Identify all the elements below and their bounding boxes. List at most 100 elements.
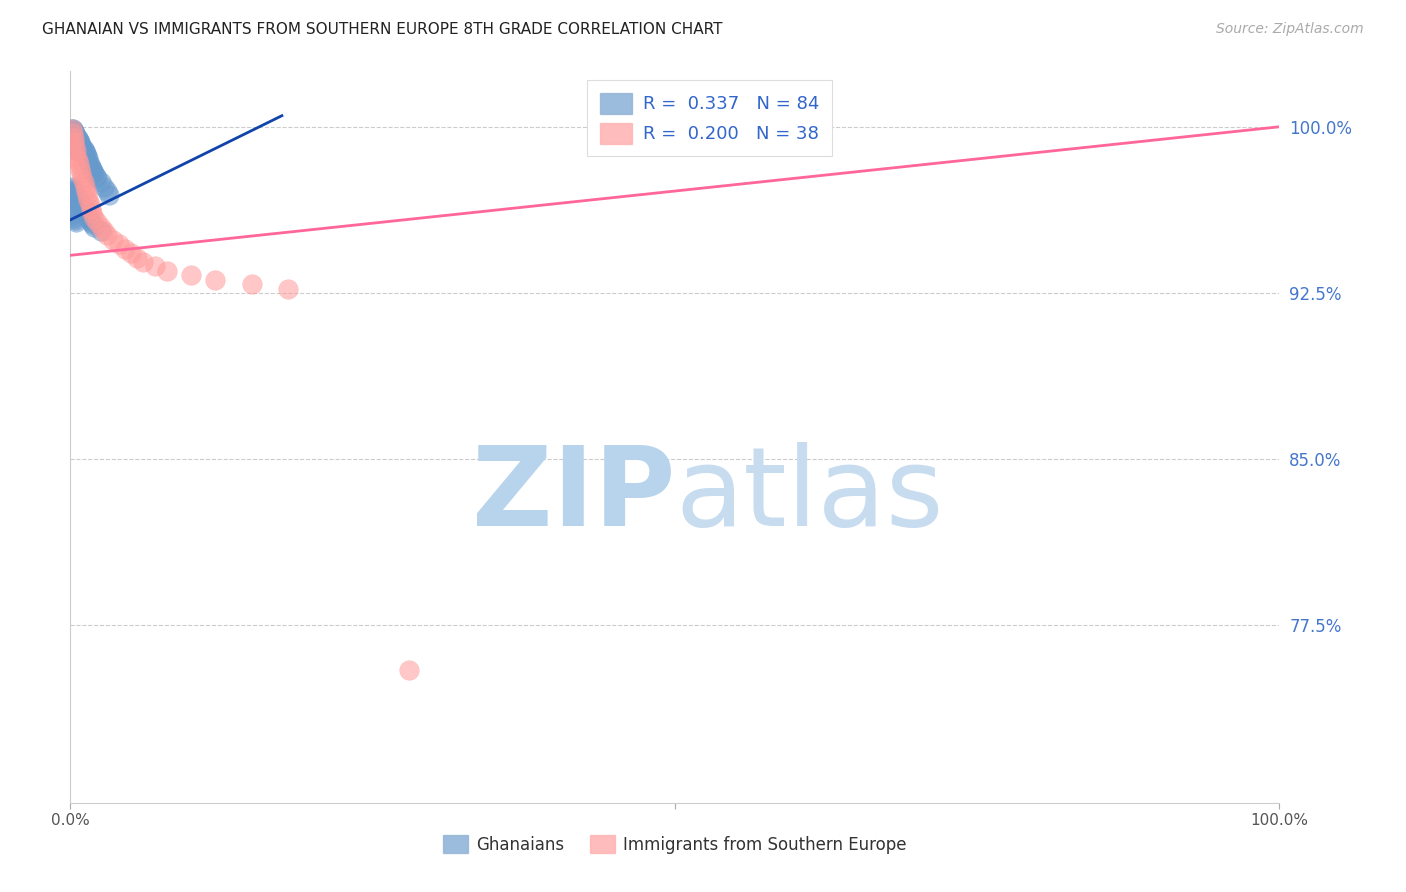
Point — [77, 151, 100, 165]
Point — [62, 122, 84, 136]
Point — [63, 188, 86, 202]
Point — [76, 188, 98, 202]
Point — [62, 186, 84, 201]
Point — [70, 197, 93, 211]
Point — [63, 128, 86, 143]
Point — [72, 146, 94, 161]
Point — [73, 144, 96, 158]
Point — [69, 136, 91, 150]
Point — [60, 122, 83, 136]
Point — [65, 148, 87, 162]
Point — [73, 179, 96, 194]
Point — [114, 242, 136, 256]
Point — [96, 184, 118, 198]
Point — [80, 217, 103, 231]
Point — [65, 137, 87, 152]
Point — [93, 179, 115, 194]
Point — [72, 139, 94, 153]
Text: ZIP: ZIP — [471, 442, 675, 549]
Point — [60, 184, 83, 198]
Point — [65, 144, 87, 158]
Point — [101, 233, 124, 247]
Point — [79, 197, 101, 211]
Point — [80, 160, 103, 174]
Point — [63, 131, 86, 145]
Point — [73, 204, 96, 219]
Point — [72, 200, 94, 214]
Point — [180, 268, 202, 283]
Point — [67, 142, 90, 156]
Point — [63, 137, 86, 152]
Point — [72, 144, 94, 158]
Point — [77, 211, 100, 225]
Point — [62, 131, 84, 145]
Point — [66, 195, 89, 210]
Point — [67, 193, 90, 207]
Point — [63, 186, 86, 201]
Point — [90, 224, 111, 238]
Point — [79, 157, 101, 171]
Point — [62, 182, 84, 196]
Point — [60, 206, 83, 220]
Point — [204, 273, 226, 287]
Point — [63, 136, 86, 150]
Point — [83, 219, 105, 234]
Text: Source: ZipAtlas.com: Source: ZipAtlas.com — [1216, 22, 1364, 37]
Point — [66, 153, 89, 167]
Point — [72, 170, 94, 185]
Point — [132, 255, 155, 269]
Point — [62, 209, 84, 223]
Point — [60, 179, 83, 194]
Point — [63, 139, 86, 153]
Point — [277, 282, 299, 296]
Point — [66, 139, 89, 153]
Point — [83, 211, 105, 225]
Text: atlas: atlas — [675, 442, 943, 549]
Point — [79, 212, 101, 227]
Point — [63, 127, 86, 141]
Point — [63, 139, 86, 153]
Point — [67, 157, 90, 171]
Point — [69, 195, 91, 210]
Point — [65, 193, 87, 207]
Point — [93, 224, 115, 238]
Point — [62, 136, 84, 150]
Point — [63, 136, 86, 150]
Point — [65, 133, 87, 147]
Point — [72, 142, 94, 156]
Point — [143, 260, 166, 274]
Point — [62, 127, 84, 141]
Point — [63, 212, 86, 227]
Point — [98, 188, 121, 202]
Point — [67, 137, 90, 152]
Point — [120, 246, 142, 260]
Point — [60, 127, 83, 141]
Point — [62, 127, 84, 141]
Point — [63, 191, 86, 205]
Point — [69, 139, 91, 153]
Point — [60, 131, 83, 145]
Point — [82, 164, 104, 178]
Point — [96, 228, 118, 243]
Point — [76, 209, 98, 223]
Point — [77, 193, 100, 207]
Point — [125, 251, 148, 265]
Point — [69, 144, 91, 158]
Point — [80, 202, 103, 216]
Point — [66, 191, 89, 205]
Point — [65, 215, 87, 229]
Point — [62, 139, 84, 153]
Point — [76, 148, 98, 162]
Point — [84, 169, 107, 183]
Point — [63, 133, 86, 147]
Point — [70, 142, 93, 156]
Point — [398, 663, 420, 677]
Point — [107, 237, 129, 252]
Point — [86, 170, 108, 185]
Point — [156, 264, 179, 278]
Point — [80, 215, 103, 229]
Point — [65, 188, 87, 202]
Text: GHANAIAN VS IMMIGRANTS FROM SOUTHERN EUROPE 8TH GRADE CORRELATION CHART: GHANAIAN VS IMMIGRANTS FROM SOUTHERN EUR… — [42, 22, 723, 37]
Point — [69, 161, 91, 176]
Point — [72, 202, 94, 216]
